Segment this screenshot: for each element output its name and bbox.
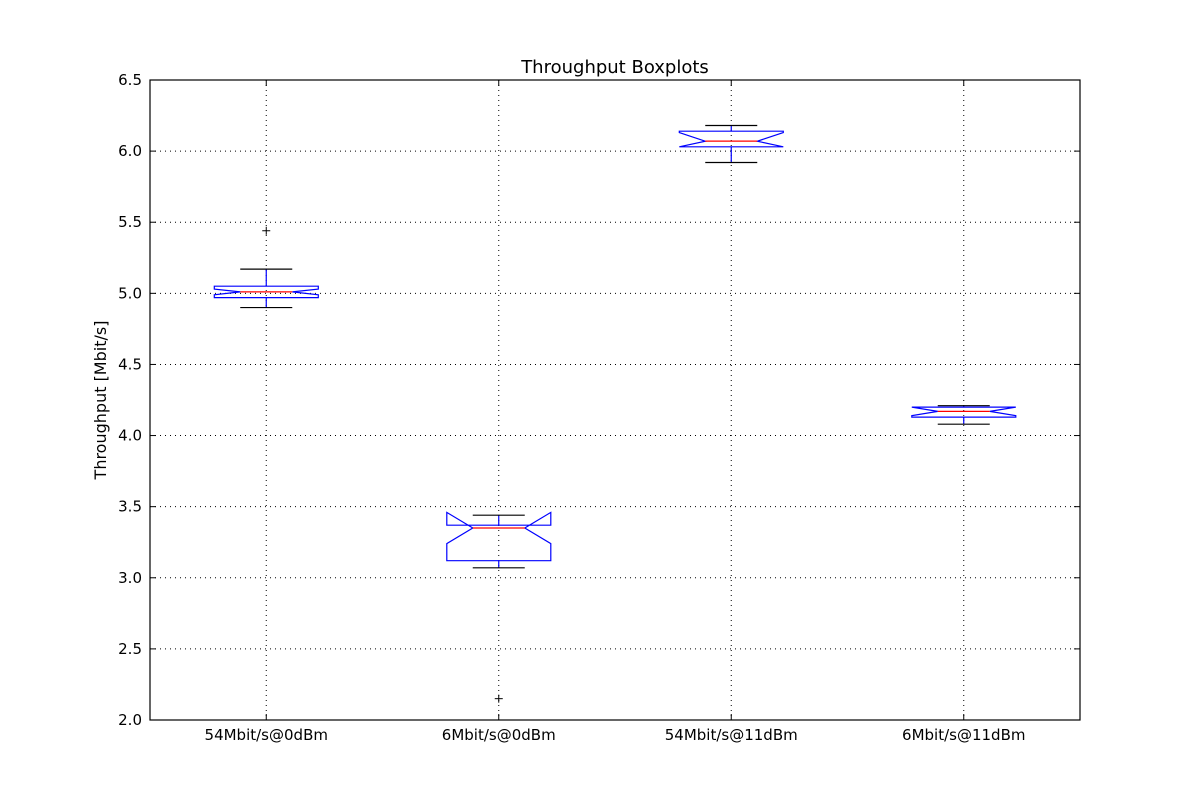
plot-frame (149, 79, 1081, 721)
boxplot-1 (213, 226, 319, 309)
y-tick-label: 5.0 (118, 284, 142, 302)
chart-title: Throughput Boxplots (520, 57, 709, 78)
y-axis-label: Throughput [Mbit/s] (91, 321, 110, 481)
outlier-marker (494, 694, 503, 703)
box-body (678, 130, 784, 148)
boxplot-2 (446, 511, 552, 703)
grid-layer (150, 80, 1080, 720)
boxes-layer (213, 124, 1017, 703)
x-tick-label: 54Mbit/s@11dBm (665, 726, 798, 744)
box-body (911, 406, 1017, 418)
x-tick-label: 54Mbit/s@0dBm (205, 726, 328, 744)
y-tick-label: 4.0 (118, 427, 142, 445)
x-tick-label: 6Mbit/s@0dBm (442, 726, 556, 744)
y-tick-label: 5.5 (118, 213, 142, 231)
y-tick-label: 3.5 (118, 498, 142, 516)
y-tick-label: 6.5 (118, 71, 142, 89)
y-tick-label: 4.5 (118, 355, 142, 373)
box-body (446, 511, 552, 562)
y-tick-label: 2.0 (118, 711, 142, 729)
boxplot-4 (911, 405, 1017, 425)
box-body (213, 285, 319, 299)
y-tick-label: 6.0 (118, 142, 142, 160)
boxplot-3 (678, 124, 784, 164)
y-tick-label: 2.5 (118, 640, 142, 658)
outlier-marker (262, 226, 271, 235)
y-tick-label: 3.0 (118, 569, 142, 587)
ticks-layer: 2.0 2.5 3.0 3.5 4.0 4.5 5.0 5.5 6.0 6.5 54Mbit/s@0… (118, 71, 1080, 744)
x-tick-label: 6Mbit/s@11dBm (902, 726, 1025, 744)
